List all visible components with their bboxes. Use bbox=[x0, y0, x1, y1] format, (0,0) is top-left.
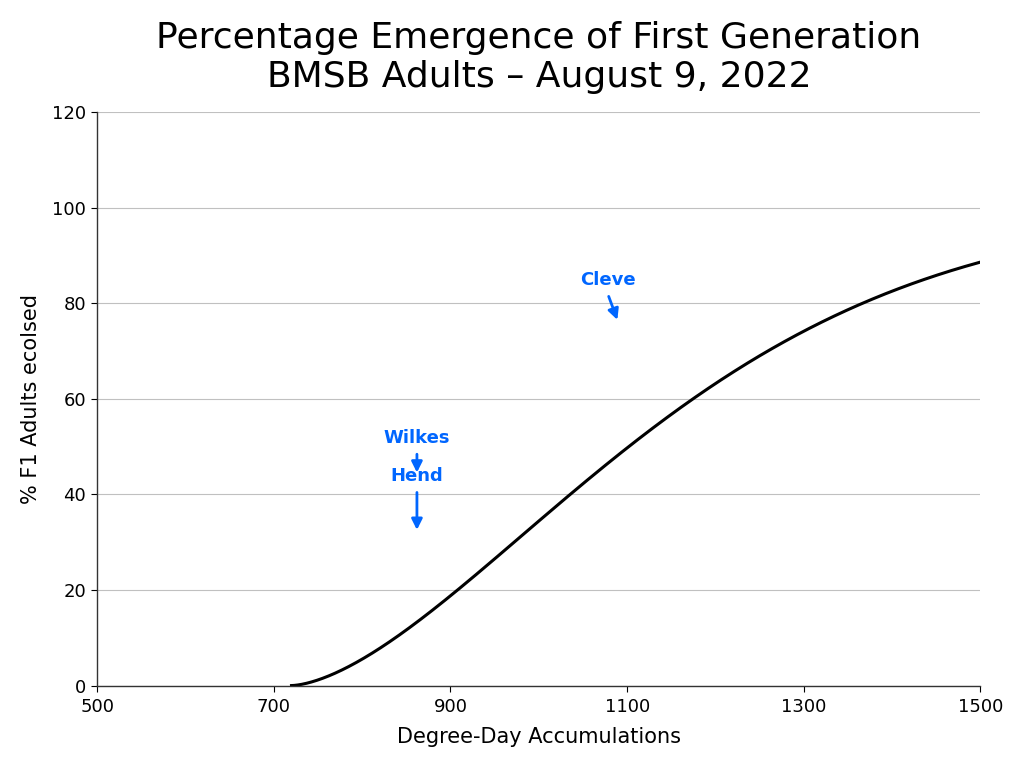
Text: Wilkes: Wilkes bbox=[384, 429, 451, 447]
Title: Percentage Emergence of First Generation
BMSB Adults – August 9, 2022: Percentage Emergence of First Generation… bbox=[157, 21, 922, 94]
Text: Hend: Hend bbox=[390, 467, 443, 485]
X-axis label: Degree-Day Accumulations: Degree-Day Accumulations bbox=[397, 727, 681, 747]
Text: Cleve: Cleve bbox=[580, 271, 636, 289]
Y-axis label: % F1 Adults ecolsed: % F1 Adults ecolsed bbox=[20, 294, 41, 504]
